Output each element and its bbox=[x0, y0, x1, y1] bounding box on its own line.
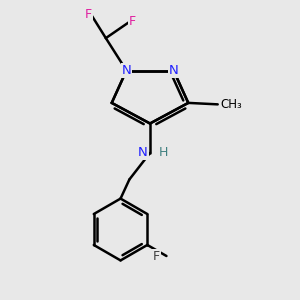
Text: N: N bbox=[122, 64, 131, 77]
Text: F: F bbox=[85, 8, 92, 21]
Text: H: H bbox=[159, 146, 168, 159]
Text: F: F bbox=[153, 250, 160, 262]
Text: N: N bbox=[169, 64, 178, 77]
Text: N: N bbox=[138, 146, 148, 159]
Text: CH₃: CH₃ bbox=[220, 98, 242, 111]
Text: F: F bbox=[129, 15, 136, 28]
